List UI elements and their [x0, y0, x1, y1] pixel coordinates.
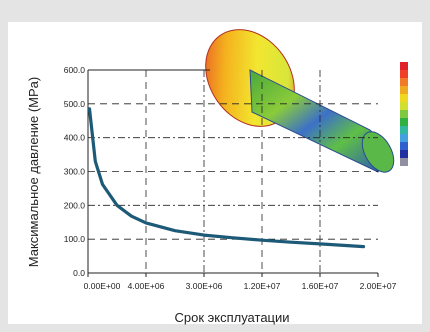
- line-series: [87, 107, 366, 249]
- x-tick-label: 1.60E+07: [302, 281, 339, 291]
- color-legend: [400, 62, 408, 166]
- y-tick-label: 600.0: [64, 65, 86, 75]
- y-tick-label: 0.0: [73, 268, 85, 278]
- y-tick-label: 300.0: [64, 167, 86, 177]
- x-tick-label: 0.00E+00: [84, 281, 121, 291]
- y-tick-label: 200.0: [64, 200, 86, 210]
- x-tick-label: 4.00E+06: [128, 281, 165, 291]
- shaft-end: [361, 131, 395, 173]
- x-axis-title: Срок эксплуатации: [174, 310, 289, 325]
- y-tick-label: 500.0: [64, 99, 86, 109]
- y-tick-label: 100.0: [64, 234, 86, 244]
- x-tick-label: 3.00E+06: [186, 281, 223, 291]
- y-tick-label: 400.0: [64, 133, 86, 143]
- x-tick-label: 2.00E+07: [360, 281, 397, 291]
- fea-illustration: [205, 29, 408, 173]
- y-axis-title: Максимальное давление (MPa): [26, 77, 41, 268]
- x-tick-label: 1.20E+07: [244, 281, 281, 291]
